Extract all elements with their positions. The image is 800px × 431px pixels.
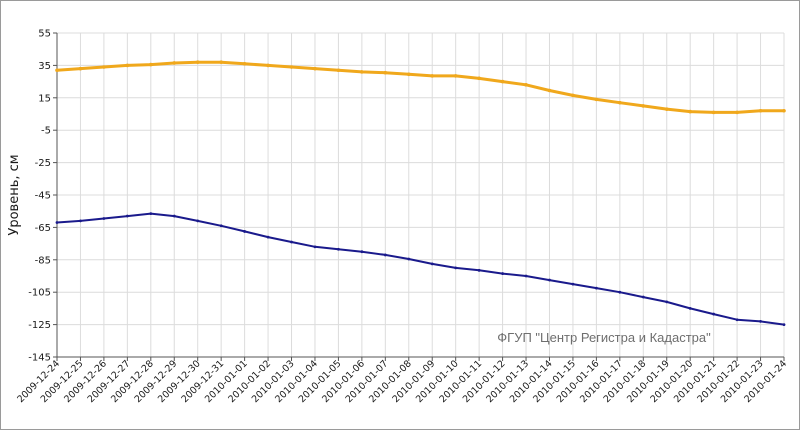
data-point bbox=[500, 79, 505, 84]
data-point bbox=[758, 108, 763, 113]
data-point bbox=[102, 217, 106, 220]
data-point bbox=[501, 272, 504, 275]
data-point bbox=[547, 88, 552, 93]
data-point bbox=[79, 219, 82, 223]
data-point bbox=[454, 266, 458, 270]
data-point bbox=[782, 108, 786, 113]
data-point bbox=[571, 282, 575, 286]
data-point bbox=[782, 323, 786, 326]
data-point bbox=[55, 221, 59, 224]
data-point bbox=[336, 68, 341, 73]
y-tick-label: -45 bbox=[35, 191, 51, 202]
data-point bbox=[594, 97, 599, 102]
data-point bbox=[219, 224, 223, 228]
data-point bbox=[641, 295, 645, 299]
data-point bbox=[383, 70, 388, 75]
series-line-2 bbox=[56, 212, 785, 326]
series-group bbox=[55, 60, 786, 326]
y-axis-label: Уровень, см bbox=[7, 154, 22, 235]
data-point bbox=[548, 278, 551, 282]
data-point bbox=[337, 247, 340, 251]
data-point bbox=[430, 262, 434, 266]
data-point bbox=[219, 60, 223, 64]
y-tick-label: -85 bbox=[35, 255, 51, 266]
data-point bbox=[688, 109, 692, 114]
data-point bbox=[641, 104, 646, 108]
data-point bbox=[477, 76, 481, 81]
axes: 553515-5-25-45-65-85-105-125-1452009-12-… bbox=[15, 29, 789, 406]
data-point bbox=[125, 214, 129, 218]
data-point bbox=[688, 307, 692, 310]
y-tick-label: -25 bbox=[35, 158, 51, 169]
data-point bbox=[665, 300, 669, 304]
y-tick-label: -145 bbox=[28, 353, 51, 364]
data-point bbox=[664, 107, 669, 111]
data-point bbox=[149, 62, 153, 67]
data-point bbox=[266, 63, 270, 68]
data-point bbox=[266, 235, 270, 239]
y-tick-label: -65 bbox=[35, 223, 51, 234]
data-point bbox=[406, 72, 411, 77]
data-point bbox=[524, 274, 528, 278]
data-point bbox=[78, 66, 83, 71]
watermark-text: ФГУП "Центр Регистра и Кадастра" bbox=[497, 330, 711, 345]
data-point bbox=[594, 286, 598, 290]
data-point bbox=[407, 257, 411, 261]
data-point bbox=[712, 312, 716, 316]
data-point bbox=[290, 240, 293, 244]
data-point bbox=[195, 60, 200, 64]
data-point bbox=[477, 268, 481, 272]
data-point bbox=[360, 70, 364, 74]
data-point bbox=[430, 74, 435, 78]
data-point bbox=[172, 214, 176, 218]
data-point bbox=[55, 68, 59, 73]
data-point bbox=[196, 219, 200, 223]
data-point bbox=[618, 290, 622, 294]
data-point bbox=[735, 318, 739, 322]
y-tick-label: -125 bbox=[28, 320, 51, 331]
data-point bbox=[289, 65, 294, 69]
data-point bbox=[242, 61, 247, 66]
data-point bbox=[102, 65, 106, 69]
y-tick-label: 55 bbox=[38, 29, 51, 40]
y-tick-label: 35 bbox=[38, 61, 51, 72]
y-tick-label: -5 bbox=[41, 126, 51, 137]
data-point bbox=[243, 230, 247, 233]
y-tick-label: -105 bbox=[28, 288, 51, 299]
data-point bbox=[453, 74, 458, 78]
data-point bbox=[524, 83, 528, 87]
series-line-1 bbox=[56, 60, 784, 114]
y-tick-label: 15 bbox=[38, 93, 51, 104]
data-point bbox=[711, 110, 716, 115]
data-point bbox=[172, 61, 177, 65]
data-point bbox=[360, 250, 364, 254]
data-point bbox=[125, 63, 130, 68]
data-point bbox=[571, 93, 575, 98]
data-point bbox=[618, 100, 622, 105]
data-point bbox=[313, 66, 317, 71]
data-point bbox=[383, 253, 387, 257]
data-point bbox=[149, 212, 153, 216]
data-point bbox=[313, 245, 317, 249]
data-point bbox=[735, 110, 739, 115]
data-point bbox=[759, 319, 762, 323]
